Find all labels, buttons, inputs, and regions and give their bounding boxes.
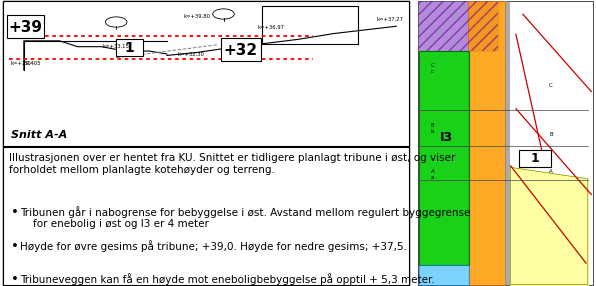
Text: 50    5: 50 5: [24, 61, 41, 66]
Text: Tribuneveggen kan få en høyde mot eneboligbebyggelse på opptil + 5,3 meter.
    : Tribuneveggen kan få en høyde mot enebol…: [20, 273, 434, 286]
Text: +32: +32: [224, 43, 258, 58]
Text: 1: 1: [530, 152, 539, 165]
Text: C
c: C c: [431, 63, 434, 74]
Bar: [3, 147, 409, 285]
Text: k=+29,40: k=+29,40: [10, 61, 38, 66]
Text: •: •: [11, 206, 18, 219]
Text: B: B: [549, 132, 552, 137]
Bar: [262, 6, 358, 44]
Bar: [7, 15, 44, 38]
Text: Illustrasjonen over er hentet fra KU. Snittet er tidligere planlagt tribune i øs: Illustrasjonen over er hentet fra KU. Sn…: [9, 153, 455, 175]
Bar: [519, 150, 551, 167]
Text: k=+37,27: k=+37,27: [377, 16, 404, 21]
Text: k=+36,97: k=+36,97: [257, 25, 285, 30]
Bar: [418, 1, 498, 51]
Text: A: A: [549, 169, 553, 174]
Bar: [418, 1, 498, 51]
Text: k=+32,30: k=+32,30: [177, 51, 204, 56]
Text: k=+39,80: k=+39,80: [183, 14, 210, 19]
Bar: [468, 1, 505, 285]
Bar: [419, 51, 469, 265]
Text: I3: I3: [440, 131, 454, 144]
Text: +39: +39: [8, 20, 43, 35]
Bar: [221, 39, 261, 61]
Text: k=+33,15: k=+33,15: [103, 44, 130, 49]
Polygon shape: [510, 167, 588, 285]
Text: Høyde for øvre gesims på tribune; +39,0. Høyde for nedre gesims; +37,5.: Høyde for øvre gesims på tribune; +39,0.…: [20, 240, 406, 252]
Text: B
b: B b: [431, 123, 434, 134]
Text: 1: 1: [125, 41, 134, 55]
Bar: [3, 1, 409, 146]
Bar: [419, 265, 469, 285]
Text: Snitt A-A: Snitt A-A: [11, 130, 67, 140]
Text: •: •: [11, 273, 18, 286]
Bar: [418, 1, 593, 285]
Text: C: C: [549, 83, 553, 88]
Text: A
a: A a: [431, 169, 434, 180]
Text: Tribunen går i nabogrense for bebyggelse i øst. Avstand mellom regulert byggegre: Tribunen går i nabogrense for bebyggelse…: [20, 206, 470, 229]
Bar: [116, 39, 143, 56]
Bar: [3, 1, 409, 285]
Text: •: •: [11, 240, 18, 253]
Bar: [505, 1, 510, 285]
